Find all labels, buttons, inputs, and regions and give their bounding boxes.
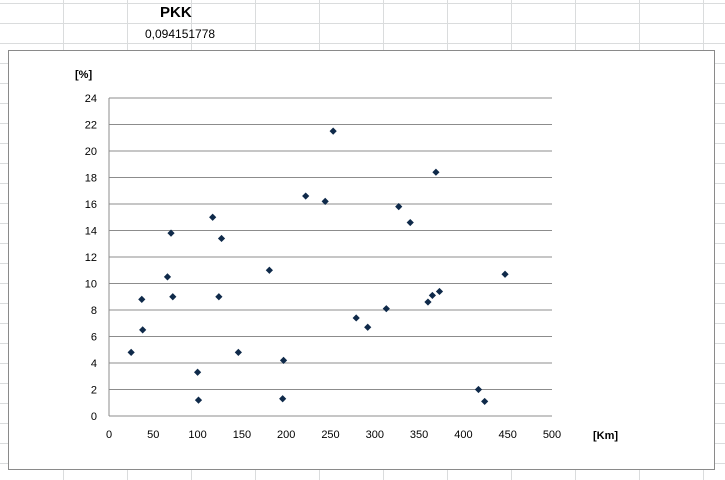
data-point[interactable] (217, 234, 226, 243)
y-tick-label: 4 (91, 358, 97, 370)
x-tick-label: 400 (454, 429, 472, 441)
data-point[interactable] (406, 218, 414, 227)
data-point[interactable] (432, 168, 440, 176)
data-point[interactable] (194, 396, 203, 404)
data-point[interactable] (364, 323, 372, 331)
x-tick-label: 250 (321, 429, 339, 441)
data-point[interactable] (382, 305, 390, 313)
data-point[interactable] (209, 213, 217, 221)
x-tick-label: 500 (543, 429, 561, 441)
y-tick-label: 20 (85, 146, 97, 158)
data-point[interactable] (194, 368, 202, 376)
x-tick-label: 200 (277, 429, 295, 441)
y-tick-label: 22 (85, 120, 97, 132)
data-point[interactable] (302, 192, 310, 200)
data-point[interactable] (474, 385, 483, 394)
x-tick-label: 50 (147, 429, 159, 441)
gridlines (108, 97, 552, 417)
data-point[interactable] (265, 266, 273, 274)
data-point[interactable] (279, 395, 287, 403)
data-point[interactable] (163, 273, 172, 281)
y-tick-label: 12 (85, 252, 97, 264)
x-tick-label: 150 (233, 429, 251, 441)
data-point[interactable] (321, 197, 329, 205)
data-point[interactable] (435, 287, 444, 296)
data-point[interactable] (424, 298, 432, 306)
y-tick-label: 18 (85, 173, 97, 185)
data-point[interactable] (138, 295, 146, 303)
data-points (127, 127, 509, 406)
data-point[interactable] (481, 397, 489, 406)
y-tick-label: 24 (85, 93, 97, 105)
y-tick-label: 14 (85, 226, 97, 238)
y-tick-label: 2 (91, 385, 97, 397)
chart-area[interactable]: [%] [Km] 0 2 4 6 8 10 12 14 16 18 20 22 24 0 50 100 150 2… (8, 50, 715, 470)
x-tick-label: 350 (410, 429, 428, 441)
data-point[interactable] (352, 314, 360, 322)
x-axis-label: [Km] (593, 430, 618, 442)
y-tick-label: 6 (91, 332, 97, 344)
data-point[interactable] (169, 293, 177, 301)
data-point[interactable] (127, 348, 135, 356)
y-axis-label: [%] (75, 69, 92, 81)
data-point[interactable] (139, 326, 147, 334)
data-point[interactable] (167, 229, 175, 237)
data-point[interactable] (279, 356, 288, 364)
sheet-value-cell[interactable]: 0,094151778 (145, 27, 216, 41)
data-point[interactable] (428, 291, 436, 300)
y-tick-label: 0 (91, 411, 97, 423)
y-tick-label: 8 (91, 305, 97, 317)
data-point[interactable] (215, 293, 223, 301)
x-tick-label: 300 (366, 429, 384, 441)
data-point[interactable] (234, 348, 242, 356)
x-tick-label: 100 (188, 429, 206, 441)
x-tick-label: 0 (106, 429, 112, 441)
data-point[interactable] (329, 127, 337, 135)
y-tick-label: 10 (85, 279, 97, 291)
y-tick-label: 16 (85, 199, 97, 211)
sheet-title-cell[interactable]: PKK (160, 4, 192, 21)
data-point[interactable] (501, 270, 509, 278)
x-tick-label: 450 (499, 429, 517, 441)
data-point[interactable] (395, 203, 403, 211)
